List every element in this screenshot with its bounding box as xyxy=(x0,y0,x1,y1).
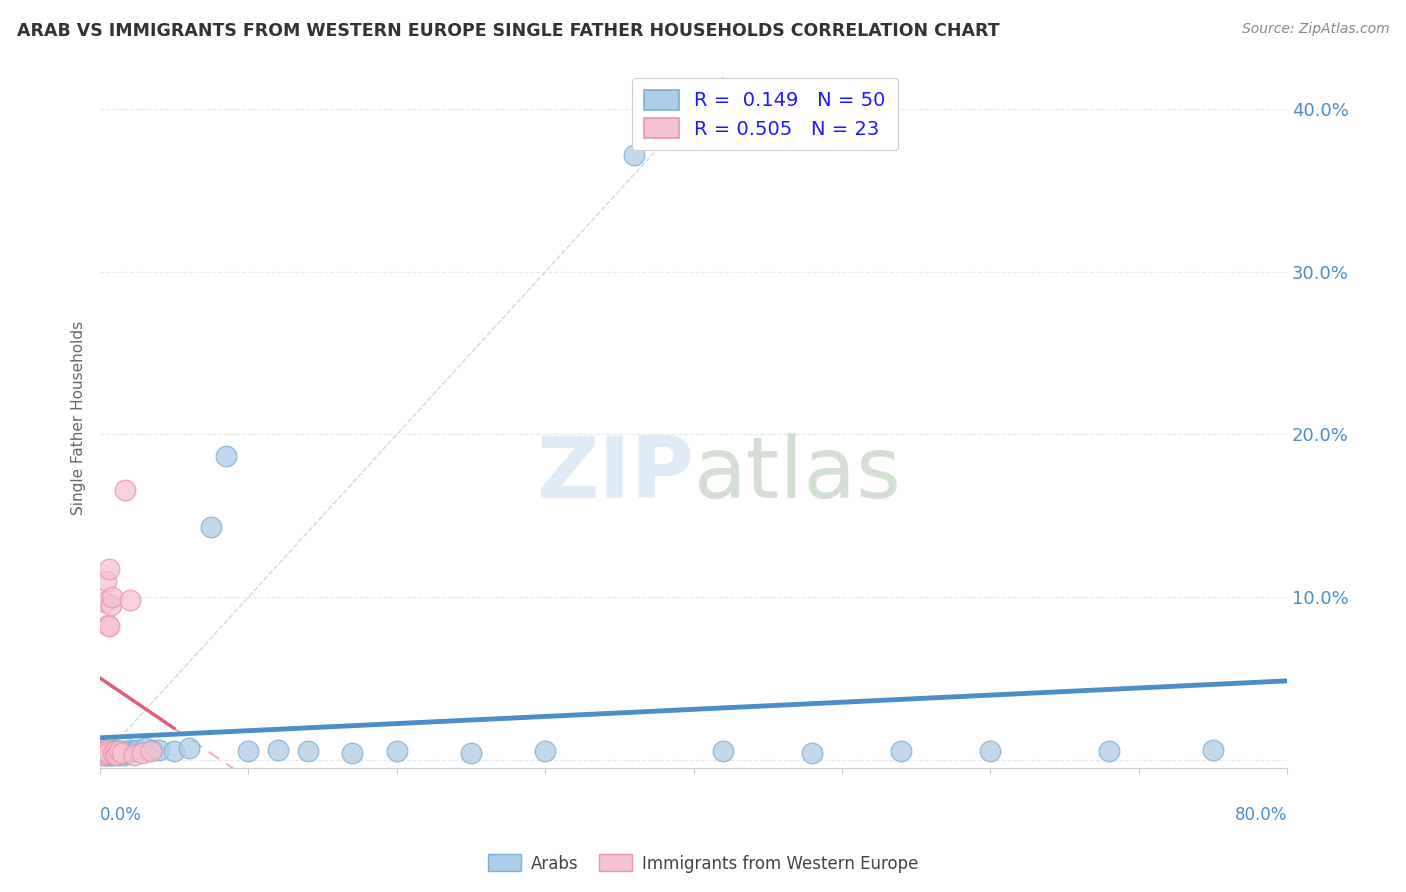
Point xyxy=(1098,744,1121,758)
Text: 80.0%: 80.0% xyxy=(1234,806,1286,824)
Point xyxy=(103,744,125,758)
Point xyxy=(623,147,645,161)
Point xyxy=(267,743,290,757)
Point xyxy=(90,746,112,760)
Point xyxy=(460,746,482,760)
Point xyxy=(122,747,145,762)
Point xyxy=(91,747,114,762)
Point xyxy=(96,746,118,760)
Point xyxy=(98,619,121,633)
Text: Source: ZipAtlas.com: Source: ZipAtlas.com xyxy=(1241,22,1389,37)
Point xyxy=(90,744,112,758)
Point xyxy=(101,590,124,604)
Point xyxy=(91,744,114,758)
Point xyxy=(200,520,222,534)
Text: 0.0%: 0.0% xyxy=(100,806,142,824)
Point xyxy=(94,744,117,758)
Point xyxy=(121,744,143,758)
Legend: R =  0.149   N = 50, R = 0.505   N = 23: R = 0.149 N = 50, R = 0.505 N = 23 xyxy=(633,78,897,151)
Text: ZIP: ZIP xyxy=(536,433,693,516)
Point xyxy=(100,747,122,762)
Point xyxy=(163,744,186,758)
Point xyxy=(93,746,115,760)
Point xyxy=(114,483,136,497)
Point xyxy=(94,744,117,758)
Point xyxy=(101,747,124,762)
Point xyxy=(100,598,122,612)
Point xyxy=(108,744,131,758)
Point xyxy=(98,746,121,760)
Text: ARAB VS IMMIGRANTS FROM WESTERN EUROPE SINGLE FATHER HOUSEHOLDS CORRELATION CHAR: ARAB VS IMMIGRANTS FROM WESTERN EUROPE S… xyxy=(17,22,1000,40)
Point xyxy=(108,747,131,762)
Point xyxy=(131,746,153,760)
Point xyxy=(110,744,132,758)
Y-axis label: Single Father Households: Single Father Households xyxy=(72,321,86,516)
Point xyxy=(238,744,260,758)
Point xyxy=(141,743,163,757)
Point xyxy=(890,744,912,758)
Point xyxy=(96,617,118,632)
Point xyxy=(104,743,127,757)
Point xyxy=(111,746,134,760)
Point xyxy=(98,744,121,758)
Point xyxy=(107,746,129,760)
Point xyxy=(134,741,156,756)
Point xyxy=(534,744,557,758)
Point xyxy=(979,744,1001,758)
Legend: Arabs, Immigrants from Western Europe: Arabs, Immigrants from Western Europe xyxy=(481,847,925,880)
Point xyxy=(215,449,238,463)
Point xyxy=(104,746,127,760)
Point xyxy=(114,744,136,758)
Point xyxy=(98,562,121,576)
Point xyxy=(118,743,141,757)
Point xyxy=(115,746,138,760)
Point xyxy=(93,595,115,609)
Point xyxy=(127,743,149,757)
Point xyxy=(1202,743,1225,757)
Point xyxy=(148,743,170,757)
Point xyxy=(96,746,118,760)
Point xyxy=(801,746,824,760)
Point xyxy=(96,747,118,762)
Point xyxy=(118,593,141,607)
Point xyxy=(94,747,117,762)
Point xyxy=(342,746,364,760)
Point xyxy=(297,744,319,758)
Point xyxy=(139,744,162,758)
Point xyxy=(104,744,127,758)
Point xyxy=(105,744,128,758)
Text: atlas: atlas xyxy=(693,433,901,516)
Point xyxy=(101,746,124,760)
Point xyxy=(105,747,128,762)
Point xyxy=(179,741,201,756)
Point xyxy=(711,744,734,758)
Point xyxy=(100,744,122,758)
Point xyxy=(112,747,135,762)
Point xyxy=(91,747,114,762)
Point xyxy=(93,744,115,758)
Point xyxy=(93,746,115,760)
Point xyxy=(385,744,408,758)
Point xyxy=(103,746,125,760)
Point xyxy=(94,574,117,588)
Point xyxy=(111,746,134,760)
Point xyxy=(91,746,114,760)
